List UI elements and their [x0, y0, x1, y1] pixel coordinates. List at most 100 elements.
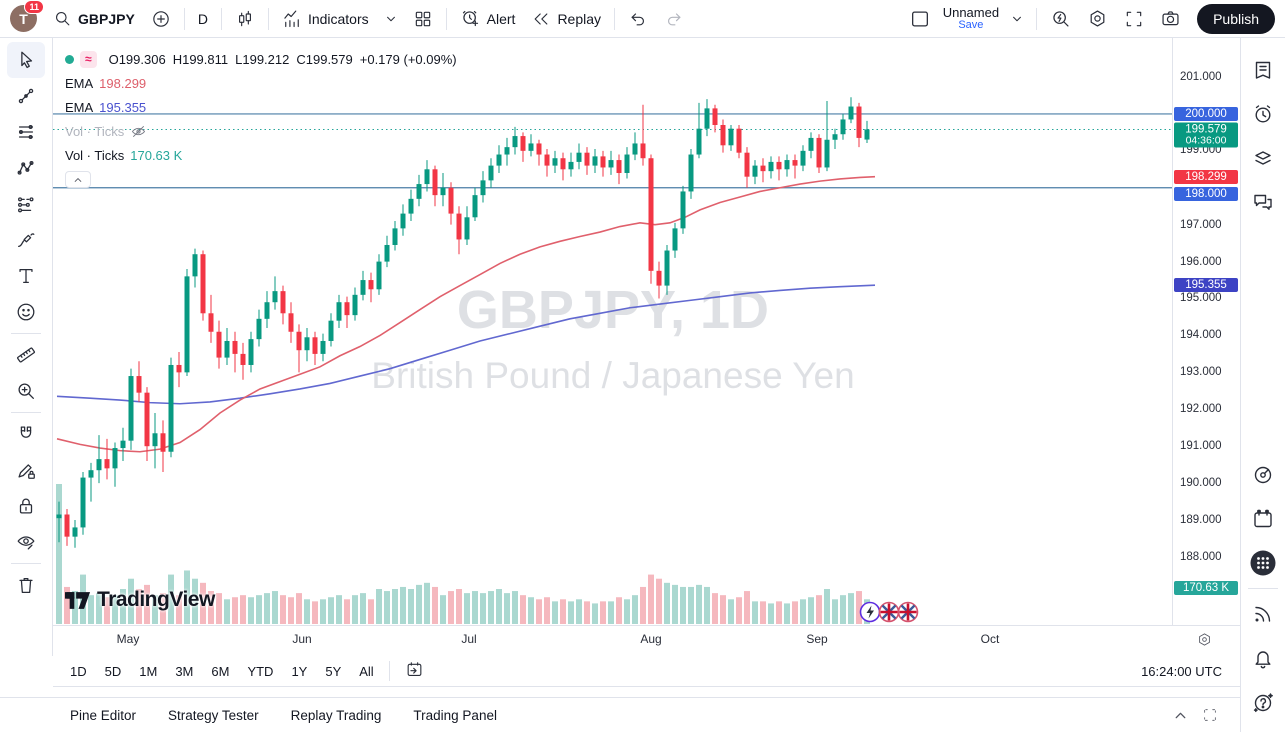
volume-bar — [336, 595, 342, 624]
range-button-ytd[interactable]: YTD — [247, 663, 274, 679]
alerts-panel-button[interactable] — [1245, 92, 1281, 136]
ema-fast-legend-row[interactable]: EMA 198.299 — [65, 71, 457, 95]
brush-tool-button[interactable] — [7, 222, 45, 258]
time-scale[interactable]: May Jun Jul Aug Sep Oct — [53, 625, 1240, 656]
volume-bar — [776, 601, 782, 624]
panel-tab-strategy-tester[interactable]: Strategy Tester — [168, 707, 259, 723]
price-badge[interactable]: 195.355 — [1174, 278, 1238, 292]
alert-button[interactable]: Alert — [452, 4, 524, 33]
panel-tab-pine-editor[interactable]: Pine Editor — [70, 707, 137, 723]
chat-button[interactable] — [1245, 180, 1281, 224]
range-button-1y[interactable]: 1Y — [291, 663, 308, 679]
range-button-5y[interactable]: 5Y — [325, 663, 342, 679]
quick-search-button[interactable] — [1042, 4, 1079, 33]
range-button-3m[interactable]: 3M — [175, 663, 194, 679]
panel-tab-trading-panel[interactable]: Trading Panel — [413, 707, 497, 723]
cursor-tool-button[interactable] — [7, 42, 45, 78]
panel-tab-replay-trading[interactable]: Replay Trading — [290, 707, 382, 723]
volume-bar — [248, 597, 254, 624]
ema-fast-line[interactable] — [56, 175, 876, 453]
projection-tool-button[interactable] — [7, 186, 45, 222]
candle — [840, 113, 846, 140]
layout-select-button[interactable] — [901, 4, 939, 34]
price-badge[interactable]: 199.579 04:36:00 — [1174, 122, 1238, 148]
measure-tool-button[interactable] — [7, 337, 45, 373]
price-badge[interactable]: 198.299 — [1174, 170, 1238, 184]
replay-button[interactable]: Replay — [523, 5, 609, 33]
chart-style-button[interactable] — [227, 5, 263, 33]
undo-icon — [631, 12, 645, 25]
compare-add-symbol-button[interactable] — [143, 5, 179, 33]
gbp-flag-icon[interactable] — [897, 601, 919, 623]
volume-bar — [504, 593, 510, 624]
magnet-mode-button[interactable] — [7, 416, 45, 452]
tradingview-logo[interactable]: TradingView — [65, 588, 215, 612]
brush-icon — [18, 233, 35, 248]
lock-drawings-button[interactable] — [7, 488, 45, 524]
range-button-1m[interactable]: 1M — [139, 663, 158, 679]
layout-name[interactable]: Unnamed — [942, 4, 1000, 20]
chevron-down-icon — [1013, 16, 1022, 21]
scale-settings-gear-icon[interactable] — [1196, 631, 1213, 648]
go-to-date-button[interactable] — [396, 657, 433, 685]
publish-button[interactable]: Publish — [1197, 3, 1275, 34]
candle — [656, 261, 662, 299]
price-label: 190.000 — [1180, 477, 1222, 489]
snapshot-button[interactable] — [1152, 4, 1189, 33]
price-scale[interactable]: 201.000 199.000 197.000 196.000 195.000 194.0… — [1172, 38, 1240, 625]
candle — [208, 294, 214, 343]
redo-button[interactable] — [656, 5, 692, 33]
apps-button[interactable] — [1245, 541, 1281, 585]
drawing-mode-lock-button[interactable] — [7, 452, 45, 488]
grid-layout-button[interactable] — [405, 5, 441, 33]
pattern-tool-button[interactable] — [7, 150, 45, 186]
indicator-templates-button[interactable] — [377, 9, 405, 29]
fullscreen-button[interactable] — [1116, 5, 1152, 33]
zoom-in-tool-button[interactable] — [7, 373, 45, 409]
bottom-panel-controls — [1173, 707, 1240, 723]
range-button-all[interactable]: All — [359, 663, 374, 679]
settings-button[interactable] — [1079, 4, 1116, 33]
remove-drawings-button[interactable] — [7, 567, 45, 603]
volume-hidden-legend-row[interactable]: Vol · Ticks — [65, 119, 457, 143]
notifications-button[interactable] — [1245, 636, 1281, 680]
clock-utc[interactable]: 16:24:00 UTC — [1141, 663, 1222, 679]
eye-off-icon[interactable] — [130, 123, 147, 140]
indicators-button[interactable]: Indicators — [274, 5, 377, 33]
range-button-1d[interactable]: 1D — [70, 663, 87, 679]
interval-button[interactable]: D — [190, 7, 216, 31]
range-button-5d[interactable]: 5D — [104, 663, 122, 679]
symbol-legend-row[interactable]: ≈ O199.306 H199.811 L199.212 C199.579 +0… — [65, 47, 457, 71]
volume-bar — [408, 589, 414, 624]
price-badge[interactable]: 198.000 — [1174, 187, 1238, 201]
user-avatar[interactable]: T 11 — [10, 0, 44, 32]
range-button-6m[interactable]: 6M — [211, 663, 230, 679]
trend-line-tool-button[interactable] — [7, 78, 45, 114]
symbol-search-button[interactable]: GBPJPY — [45, 5, 143, 32]
ema-slow-legend-row[interactable]: EMA 195.355 — [65, 95, 457, 119]
watermark: GBPJPY, 1D British Pound / Japanese Yen — [371, 280, 854, 396]
volume-legend-row[interactable]: Vol · Ticks 170.63 K — [65, 143, 457, 167]
legend-collapse-button[interactable] — [65, 171, 91, 188]
panel-maximize-icon[interactable] — [1202, 707, 1218, 723]
chart-canvas[interactable]: GBPJPY, 1D British Pound / Japanese Yen — [53, 38, 1172, 625]
calendar-button[interactable] — [1245, 497, 1281, 541]
screener-button[interactable] — [1245, 453, 1281, 497]
ema-slow-line[interactable] — [56, 284, 876, 405]
fib-retracement-tool-button[interactable] — [7, 114, 45, 150]
emoji-tool-button[interactable] — [7, 294, 45, 330]
volume-bar — [736, 597, 742, 624]
panel-expand-chevron-icon[interactable] — [1173, 708, 1188, 723]
text-tool-button[interactable] — [7, 258, 45, 294]
save-link[interactable]: Save — [958, 18, 984, 31]
watchlist-button[interactable] — [1245, 48, 1281, 92]
price-badge[interactable]: 200.000 — [1174, 107, 1238, 121]
volume-bar — [288, 597, 294, 624]
help-button[interactable] — [1245, 680, 1281, 724]
layout-menu-button[interactable] — [1003, 9, 1031, 29]
hide-drawings-button[interactable] — [7, 524, 45, 560]
streams-button[interactable] — [1245, 592, 1281, 636]
object-tree-button[interactable] — [1245, 136, 1281, 180]
undo-button[interactable] — [620, 5, 656, 33]
price-badge[interactable]: 170.63 K — [1174, 581, 1238, 595]
